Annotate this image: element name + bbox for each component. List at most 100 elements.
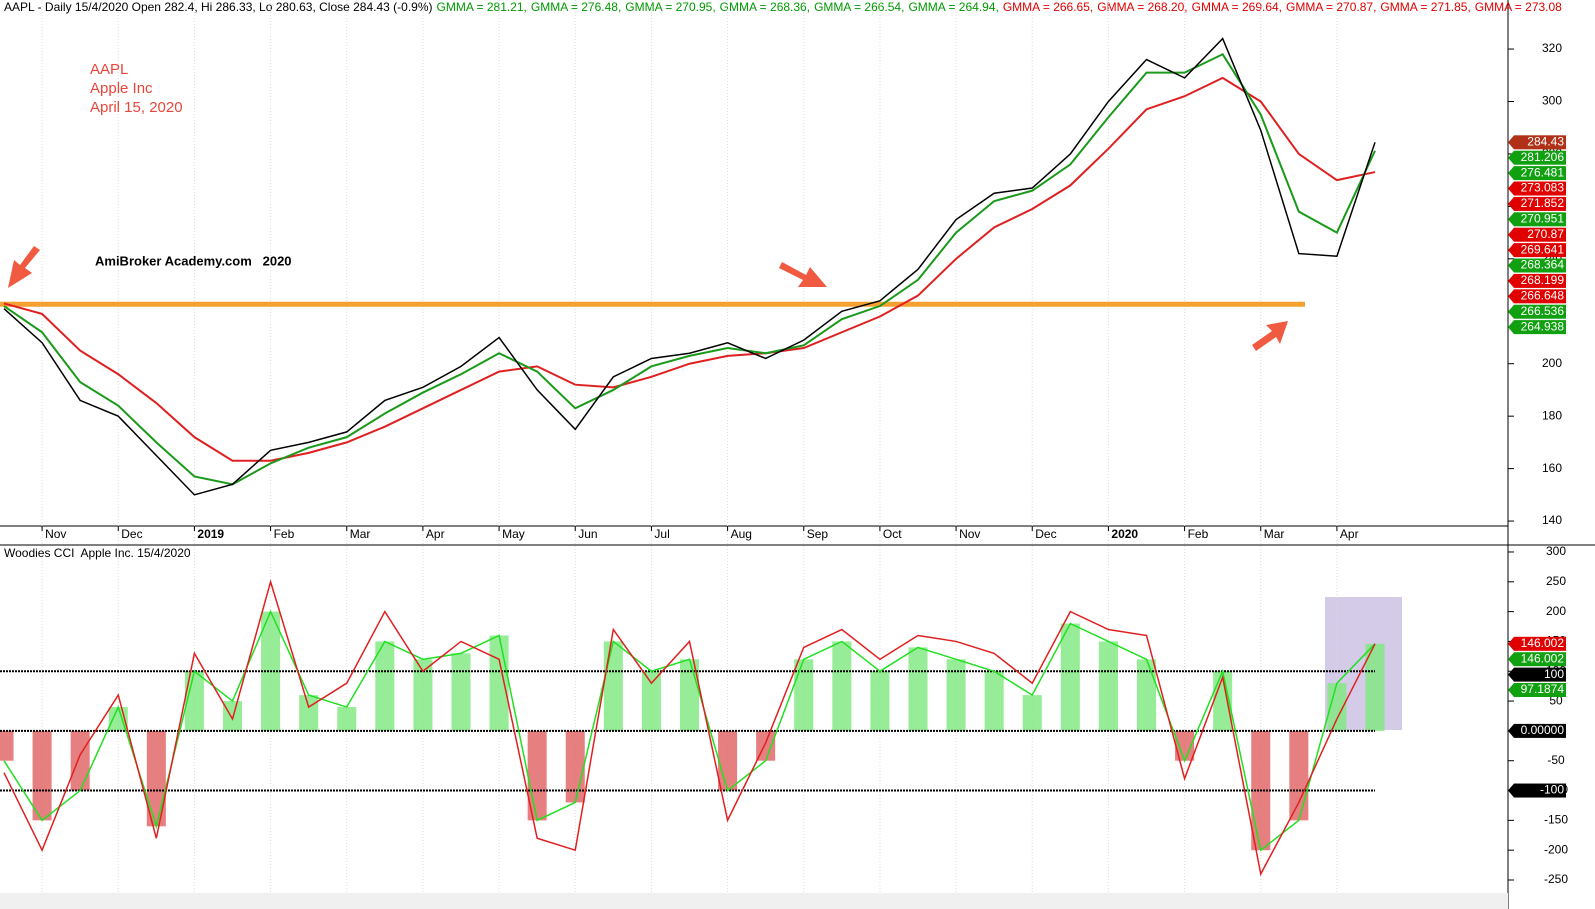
value-tag	[1514, 667, 1566, 682]
y-tick-label: 200	[1546, 604, 1566, 618]
value-tag	[1514, 652, 1566, 667]
header-item: GMMA = 270.95,	[625, 0, 715, 14]
value-tag-pointer	[1508, 304, 1514, 319]
x-tick-label: Mar	[350, 527, 371, 541]
histogram-bar	[337, 707, 357, 731]
value-tag-pointer	[1508, 135, 1514, 150]
histogram-bar	[565, 730, 585, 803]
arrow	[8, 246, 40, 288]
value-tag-pointer	[1508, 258, 1514, 273]
x-tick-label: 2020	[1111, 527, 1138, 541]
cci-line	[3, 609, 1376, 852]
value-tag-label: 281.206	[1521, 150, 1565, 164]
histogram-bar	[32, 730, 52, 821]
value-tag-pointer	[1508, 150, 1514, 165]
histogram-bar	[1289, 730, 1309, 821]
x-tick-label: Oct	[883, 527, 902, 541]
value-tag	[1514, 289, 1566, 304]
histogram-bar	[184, 671, 204, 731]
value-tag-label: -100	[1540, 783, 1564, 797]
value-tag-label: 276.481	[1521, 165, 1565, 179]
histogram-bar	[832, 641, 852, 731]
watermark: AmiBroker Academy.com 2020	[95, 253, 292, 268]
header-item: GMMA = 266.54,	[814, 0, 904, 14]
value-tag-label: 270.951	[1521, 211, 1565, 225]
value-tag-label: 0.00000	[1521, 723, 1565, 737]
value-tag-label: 264.938	[1521, 319, 1565, 333]
histogram-bar	[0, 730, 14, 761]
panel-title: Woodies CCI Apple Inc. 15/4/2020	[4, 546, 191, 560]
histogram-bar	[946, 659, 966, 731]
value-tag	[1514, 212, 1566, 227]
value-tag	[1514, 683, 1566, 698]
y-tick-label: -250	[1544, 872, 1568, 886]
y-tick-label: 300	[1542, 94, 1562, 108]
value-tag-label: 271.852	[1521, 196, 1565, 210]
histogram-bar	[1136, 659, 1157, 731]
value-tag-label: 268.364	[1521, 258, 1565, 272]
header-item: GMMA = 276.48,	[531, 0, 621, 14]
value-tag	[1514, 304, 1566, 319]
header-item: GMMA = 271.85,	[1380, 0, 1470, 14]
value-tag-pointer	[1508, 227, 1514, 242]
price-line	[3, 37, 1376, 496]
x-tick-label: Sep	[807, 527, 829, 541]
value-tag-pointer	[1508, 683, 1514, 698]
y-tick-label: -200	[1544, 842, 1568, 856]
histogram-bar	[413, 659, 433, 731]
histogram-bar	[718, 730, 738, 791]
value-tag-pointer	[1508, 636, 1514, 651]
value-tag	[1514, 227, 1566, 242]
header-title: AAPL - Daily 15/4/2020 Open 282.4, Hi 28…	[4, 0, 433, 14]
histogram-bar	[222, 701, 243, 731]
value-tag-label: 266.648	[1521, 288, 1565, 302]
x-tick-label: Feb	[1188, 527, 1209, 541]
histogram-bar	[70, 730, 90, 791]
x-tick-label: Feb	[274, 527, 295, 541]
x-tick-label: Apr	[426, 527, 445, 541]
value-tag-pointer	[1508, 320, 1514, 335]
scroll-strip	[0, 893, 1508, 909]
value-tag-label: 100	[1544, 667, 1564, 681]
header-item: GMMA = 268.20,	[1097, 0, 1187, 14]
histogram-bar	[1175, 730, 1195, 761]
histogram-bar	[870, 671, 890, 731]
x-tick-label: Jul	[654, 527, 669, 541]
value-tag-pointer	[1508, 289, 1514, 304]
cci-line	[3, 579, 1376, 877]
y-tick-label: 320	[1542, 41, 1562, 55]
value-tag-pointer	[1508, 181, 1514, 196]
x-tick-label: Apr	[1340, 527, 1359, 541]
value-tag-label: 268.199	[1521, 273, 1565, 287]
histogram-bar	[489, 635, 509, 731]
value-tag	[1514, 258, 1566, 273]
y-tick-label: -150	[1544, 813, 1568, 827]
x-tick-label: Dec	[121, 527, 142, 541]
arrow	[779, 262, 827, 287]
value-tag	[1514, 166, 1566, 181]
histogram-bar	[1365, 643, 1385, 731]
arrow	[1252, 321, 1288, 351]
x-tick-label: Dec	[1035, 527, 1056, 541]
value-tag	[1514, 181, 1566, 196]
y-tick-label: 180	[1542, 408, 1562, 422]
y-tick-label: 300	[1546, 544, 1566, 558]
price-line	[3, 76, 1376, 462]
y-tick-label: -50	[1547, 753, 1565, 767]
value-tag-label: 284.43	[1527, 134, 1564, 148]
y-tick-label: 160	[1542, 461, 1562, 475]
value-tag-pointer	[1508, 273, 1514, 288]
value-tag-pointer	[1508, 243, 1514, 258]
value-tag-label: 97.1874	[1521, 682, 1565, 696]
header-item: GMMA = 273.08	[1475, 0, 1562, 14]
histogram-bar	[1022, 695, 1042, 731]
value-tag	[1514, 196, 1566, 211]
value-tag-pointer	[1508, 166, 1514, 181]
arrows	[8, 246, 1288, 351]
histogram-bar	[908, 647, 928, 731]
header-item: GMMA = 266.65,	[1003, 0, 1093, 14]
histogram-bar	[375, 641, 395, 731]
value-tag-label: 270.87	[1527, 227, 1564, 241]
